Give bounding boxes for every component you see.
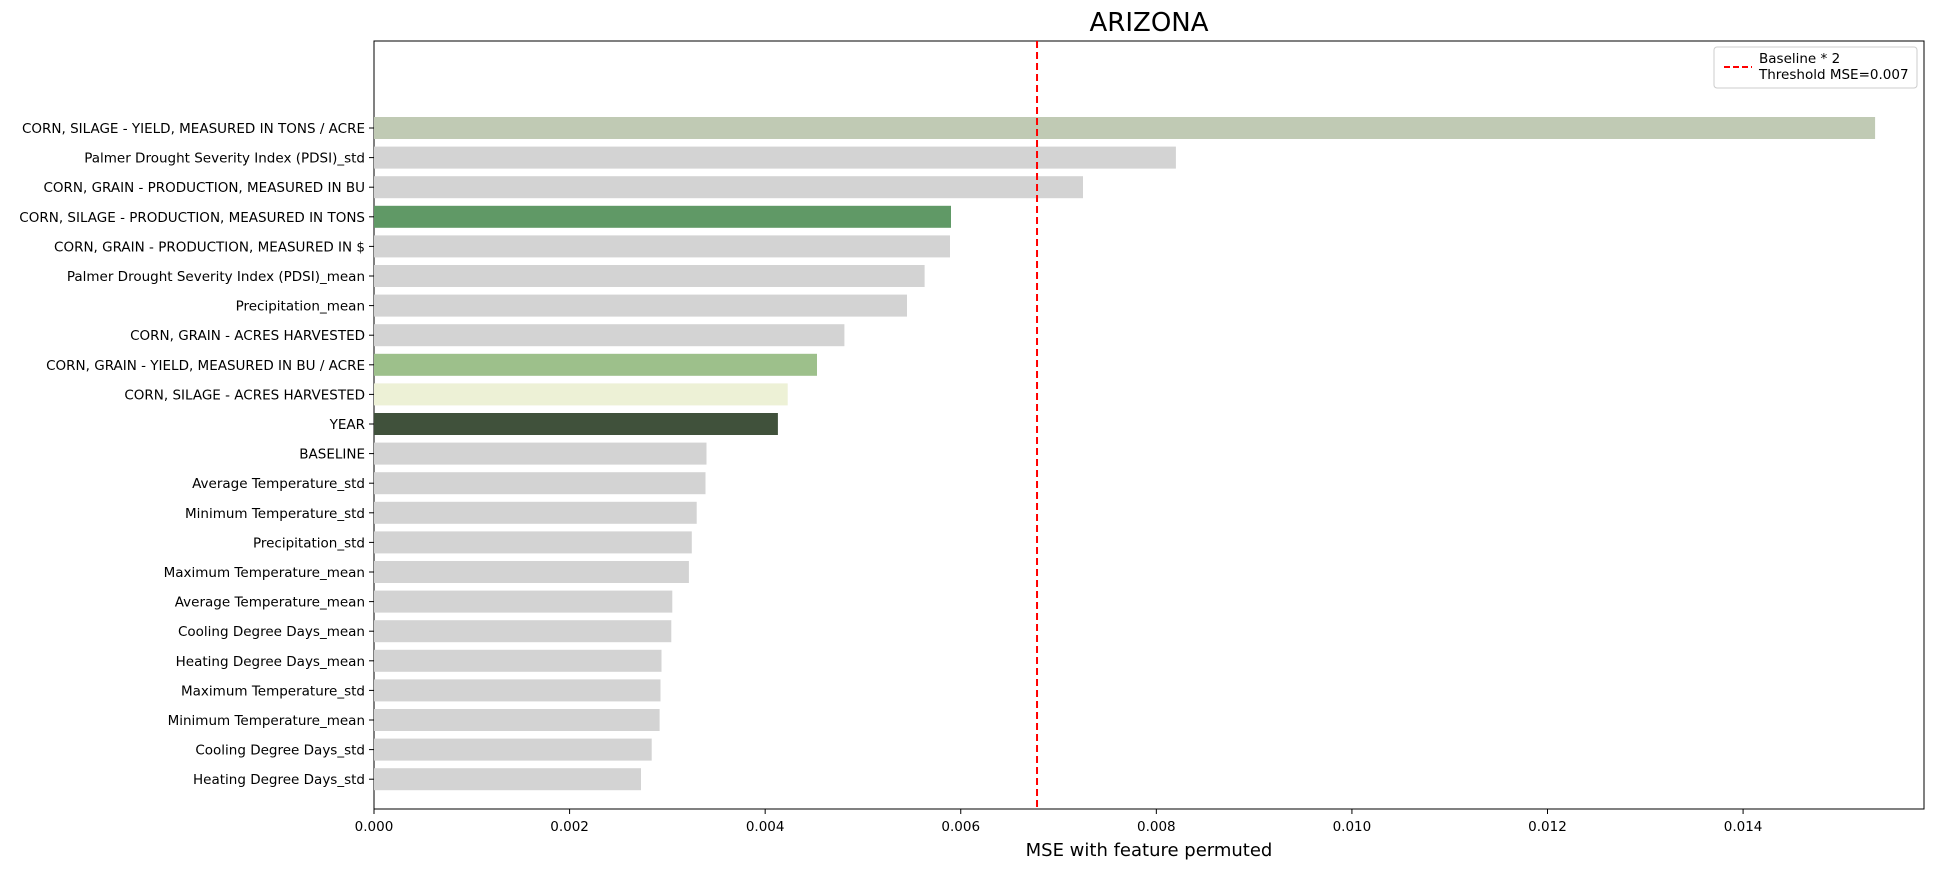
- y-tick-label: CORN, SILAGE - PRODUCTION, MEASURED IN T…: [19, 210, 365, 226]
- bar: [374, 649, 662, 672]
- y-tick-label: Average Temperature_std: [192, 476, 365, 492]
- x-tick-label: 0.010: [1333, 819, 1372, 835]
- y-tick-label: Cooling Degree Days_mean: [178, 624, 365, 640]
- x-tick-label: 0.002: [550, 819, 589, 835]
- bar: [374, 679, 661, 702]
- x-tick-label: 0.014: [1724, 819, 1763, 835]
- y-tick-label: Palmer Drought Severity Index (PDSI)_std: [84, 151, 365, 167]
- x-tick-label: 0.012: [1528, 819, 1567, 835]
- y-tick-label: CORN, GRAIN - YIELD, MEASURED IN BU / AC…: [46, 358, 365, 374]
- y-tick-label: Maximum Temperature_std: [181, 683, 365, 699]
- bar: [374, 353, 817, 376]
- x-tick-label: 0.000: [355, 819, 394, 835]
- x-tick-label: 0.004: [746, 819, 785, 835]
- x-axis-ticks: 0.000 0.002 0.004 0.006 0.008 0.010 0.012 0.014: [355, 809, 1763, 835]
- y-tick-label: Average Temperature_mean: [175, 595, 365, 611]
- bar: [374, 117, 1876, 139]
- y-tick-label: Minimum Temperature_mean: [168, 713, 365, 729]
- legend-label-line2: Threshold MSE=0.007: [1758, 67, 1909, 83]
- y-tick-labels: CORN, SILAGE - YIELD, MEASURED IN TONS /…: [19, 121, 374, 788]
- bar: [374, 501, 697, 524]
- y-tick-label: CORN, SILAGE - ACRES HARVESTED: [124, 387, 365, 403]
- y-tick-label: CORN, GRAIN - PRODUCTION, MEASURED IN BU: [43, 180, 365, 196]
- x-tick-label: 0.008: [1137, 819, 1176, 835]
- bar: [374, 235, 950, 258]
- bar: [374, 561, 689, 583]
- legend: Baseline * 2 Threshold MSE=0.007: [1713, 46, 1918, 89]
- y-tick-label: Heating Degree Days_std: [193, 772, 365, 788]
- bars-group: [374, 117, 1876, 791]
- bar: [374, 442, 707, 465]
- bar: [374, 146, 1176, 169]
- bar: [374, 472, 706, 495]
- x-axis-label: MSE with feature permuted: [1026, 840, 1273, 861]
- bar: [374, 768, 641, 791]
- bar: [374, 324, 845, 347]
- y-tick-label: YEAR: [329, 417, 365, 433]
- y-tick-label: Precipitation_std: [253, 535, 365, 551]
- y-tick-label: Palmer Drought Severity Index (PDSI)_mea…: [67, 269, 365, 285]
- y-tick-label: CORN, GRAIN - PRODUCTION, MEASURED IN $: [54, 239, 365, 255]
- bar: [374, 265, 925, 287]
- y-tick-label: Minimum Temperature_std: [185, 506, 365, 522]
- chart-title: ARIZONA: [1089, 8, 1208, 38]
- bar: [374, 709, 660, 731]
- bar: [374, 590, 673, 613]
- y-tick-label: Precipitation_mean: [236, 299, 365, 315]
- bar: [374, 383, 788, 406]
- y-tick-label: CORN, GRAIN - ACRES HARVESTED: [130, 328, 365, 344]
- bar: [374, 620, 672, 643]
- legend-box: [1713, 46, 1918, 89]
- legend-label-line1: Baseline * 2: [1759, 51, 1840, 67]
- x-tick-label: 0.006: [941, 819, 980, 835]
- bar: [374, 294, 907, 317]
- y-tick-label: Maximum Temperature_mean: [164, 565, 365, 581]
- bar: [374, 531, 692, 554]
- bar: [374, 738, 652, 761]
- y-tick-label: BASELINE: [299, 447, 365, 463]
- bar: [374, 205, 951, 228]
- y-tick-label: CORN, SILAGE - YIELD, MEASURED IN TONS /…: [22, 121, 365, 137]
- bar: [374, 176, 1083, 199]
- y-tick-label: Cooling Degree Days_std: [195, 743, 365, 759]
- y-tick-label: Heating Degree Days_mean: [176, 654, 365, 670]
- bar: [374, 413, 778, 435]
